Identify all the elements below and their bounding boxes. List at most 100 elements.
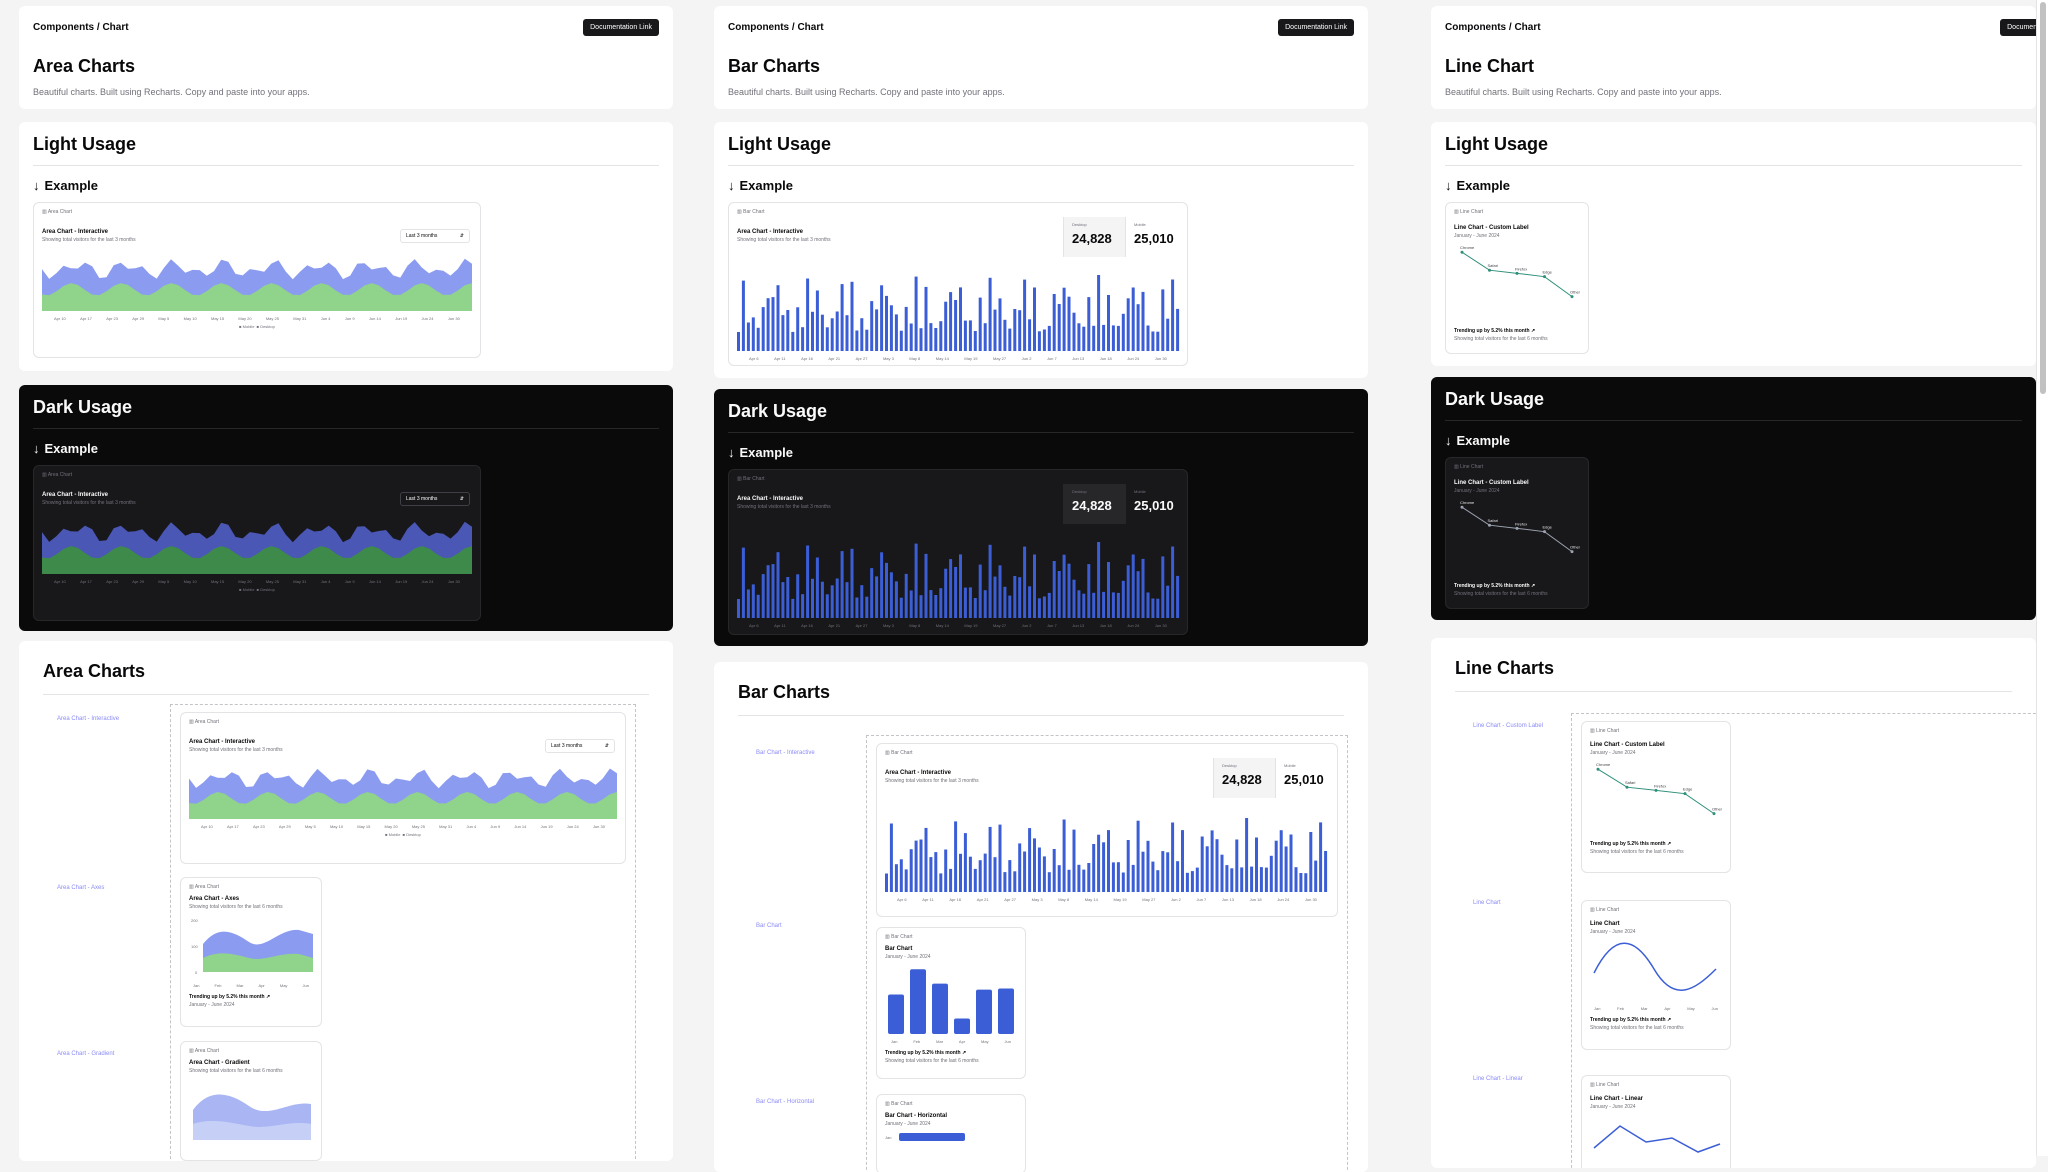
example-link[interactable]: Line Chart - Linear: [1473, 1076, 1523, 1082]
bar: [1077, 323, 1081, 351]
range-select[interactable]: Last 3 months ⇵: [545, 739, 615, 753]
point: [1596, 767, 1600, 771]
scrollbar-thumb[interactable]: [2040, 2, 2046, 394]
tick-label: Jan: [891, 1039, 898, 1044]
bar: [1121, 580, 1125, 618]
bar: [959, 554, 962, 618]
bar: [1176, 308, 1180, 351]
example-link[interactable]: Line Chart - Custom Label: [1473, 723, 1544, 729]
bar: [1240, 867, 1244, 892]
data-label: Other: [1570, 545, 1580, 550]
line-chart-plot: Chrome Safari Firefox Edge Other: [1460, 245, 1581, 299]
example-link[interactable]: Area Chart - Axes: [57, 885, 105, 891]
bar: [825, 594, 829, 618]
bar: [988, 826, 992, 892]
bar: [1037, 598, 1041, 618]
tick-label: May 25: [265, 316, 279, 321]
bar: [776, 552, 780, 618]
svg-text:100: 100: [191, 944, 198, 949]
section-title: Dark Usage: [728, 401, 1354, 433]
bar: [1033, 838, 1036, 892]
bar: [1151, 598, 1155, 618]
bar: [1052, 294, 1056, 351]
example-link[interactable]: Bar Chart - Interactive: [756, 750, 815, 756]
bar: [875, 309, 879, 351]
example-heading: ↓ Example: [728, 178, 793, 193]
desktop-stat[interactable]: Desktop 24,828: [1213, 758, 1275, 798]
bar: [1141, 851, 1145, 892]
tick-label: Jun 30: [447, 579, 460, 584]
example-heading: ↓ Example: [33, 441, 98, 456]
section-title: Dark Usage: [33, 397, 659, 429]
tick-label: Apr 17: [80, 579, 92, 584]
area-chart-plot: [42, 258, 472, 311]
bar: [1176, 575, 1180, 618]
line-custom-card: ▥ Line Chart Line Chart - Custom Label J…: [1581, 721, 1731, 873]
bar: [845, 582, 849, 618]
desktop-stat[interactable]: Desktop 24,828: [1063, 484, 1125, 524]
tick-label: Apr 11: [922, 897, 934, 902]
example-link[interactable]: Area Chart - Gradient: [57, 1051, 115, 1057]
example-link[interactable]: Bar Chart - Horizontal: [756, 1099, 815, 1105]
bar: [998, 988, 1014, 1034]
bar: [1200, 836, 1204, 892]
tick-label: Jun 19: [395, 579, 408, 584]
dark-usage-section: Dark Usage ↓ Example ▥ Bar Chart Area Cha…: [714, 389, 1368, 646]
bar: [830, 318, 834, 351]
desktop-stat[interactable]: Desktop 24,828: [1063, 217, 1125, 257]
tick-label: Apr 21: [828, 623, 841, 628]
bar: [1067, 563, 1071, 618]
bar: [1023, 279, 1027, 351]
tick-label: Apr 16: [801, 623, 813, 628]
tick-label: Feb: [214, 983, 222, 988]
breadcrumb[interactable]: Components / Chart: [728, 22, 824, 33]
bar: [791, 331, 795, 351]
documentation-link-button[interactable]: Documentation Link: [2000, 19, 2036, 36]
example-link[interactable]: Bar Chart: [756, 923, 782, 929]
breadcrumb[interactable]: Components / Chart: [33, 22, 129, 33]
scrollbar[interactable]: [2036, 0, 2048, 1156]
bar: [932, 983, 948, 1034]
bar: [1225, 865, 1229, 892]
bar: [1166, 852, 1170, 892]
bar: [1097, 275, 1101, 351]
mobile-stat[interactable]: Mobile 25,010: [1275, 758, 1337, 798]
bar-chart-preview-dark: ▥ Bar Chart Area Chart - Interactive Sho…: [728, 469, 1188, 635]
bar: [934, 328, 938, 351]
tick-label: Jun 2: [1021, 356, 1032, 361]
tick-label: May 27: [993, 356, 1007, 361]
arrow-down-icon: ↓: [33, 178, 40, 193]
example-link[interactable]: Line Chart: [1473, 900, 1501, 906]
bar: [934, 852, 938, 892]
documentation-link-button[interactable]: Documentation Link: [1278, 19, 1354, 36]
tick-label: Jun 13: [1221, 897, 1234, 902]
bar: [1003, 319, 1007, 351]
bar: [1102, 324, 1106, 351]
bar: [761, 574, 765, 618]
breadcrumb[interactable]: Components / Chart: [1445, 22, 1541, 33]
arrow-down-icon: ↓: [1445, 178, 1452, 193]
bar: [1156, 870, 1160, 892]
tick-label: Apr 16: [949, 897, 962, 902]
section-title: Light Usage: [1445, 134, 2022, 166]
gallery-title: Line Charts: [1455, 658, 2012, 692]
range-select[interactable]: Last 3 months ⇵: [400, 492, 470, 506]
bar: [1215, 839, 1219, 892]
area-header-card: Components / Chart Documentation Link Ar…: [19, 6, 673, 109]
tick-label: Jun: [1711, 1006, 1718, 1011]
mobile-stat[interactable]: Mobile 25,010: [1125, 484, 1187, 524]
point: [1543, 530, 1546, 534]
bar: [944, 849, 948, 892]
bar: [1028, 586, 1032, 618]
range-select[interactable]: Last 3 months ⇵: [400, 229, 470, 243]
point: [1488, 523, 1491, 527]
bar-chart-plot: [737, 542, 1180, 618]
documentation-link-button[interactable]: Documentation Link: [583, 19, 659, 36]
bar: [1171, 822, 1175, 892]
mobile-stat[interactable]: Mobile 25,010: [1125, 217, 1187, 257]
tick-label: May 19: [964, 623, 978, 628]
area-gradient-card: ▥ Area Chart Area Chart - Gradient Showi…: [180, 1041, 322, 1161]
data-label: Firefox: [1654, 783, 1666, 788]
example-link[interactable]: Area Chart - Interactive: [57, 716, 120, 722]
point: [1625, 785, 1629, 789]
